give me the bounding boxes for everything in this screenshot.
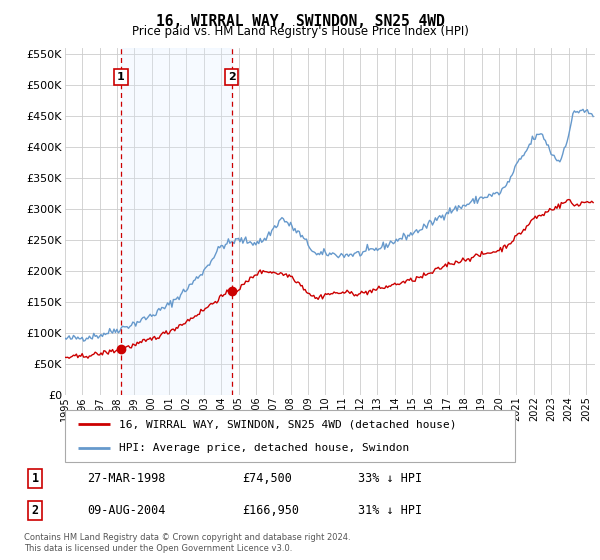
Text: 33% ↓ HPI: 33% ↓ HPI [358,472,422,485]
Text: 09-AUG-2004: 09-AUG-2004 [87,504,165,517]
Text: £74,500: £74,500 [242,472,292,485]
Text: 27-MAR-1998: 27-MAR-1998 [87,472,165,485]
Text: 1: 1 [117,72,125,82]
Text: 16, WIRRAL WAY, SWINDON, SN25 4WD (detached house): 16, WIRRAL WAY, SWINDON, SN25 4WD (detac… [119,419,456,430]
Bar [121,48,232,395]
Text: HPI: Average price, detached house, Swindon: HPI: Average price, detached house, Swin… [119,443,409,453]
Text: Price paid vs. HM Land Registry's House Price Index (HPI): Price paid vs. HM Land Registry's House … [131,25,469,38]
FancyBboxPatch shape [65,410,515,462]
Text: Contains HM Land Registry data © Crown copyright and database right 2024.
This d: Contains HM Land Registry data © Crown c… [24,533,350,553]
Text: 2: 2 [31,504,38,517]
Text: 1: 1 [31,472,38,485]
Text: £166,950: £166,950 [242,504,299,517]
Text: 2: 2 [228,72,236,82]
Text: 31% ↓ HPI: 31% ↓ HPI [358,504,422,517]
Text: 16, WIRRAL WAY, SWINDON, SN25 4WD: 16, WIRRAL WAY, SWINDON, SN25 4WD [155,14,445,29]
